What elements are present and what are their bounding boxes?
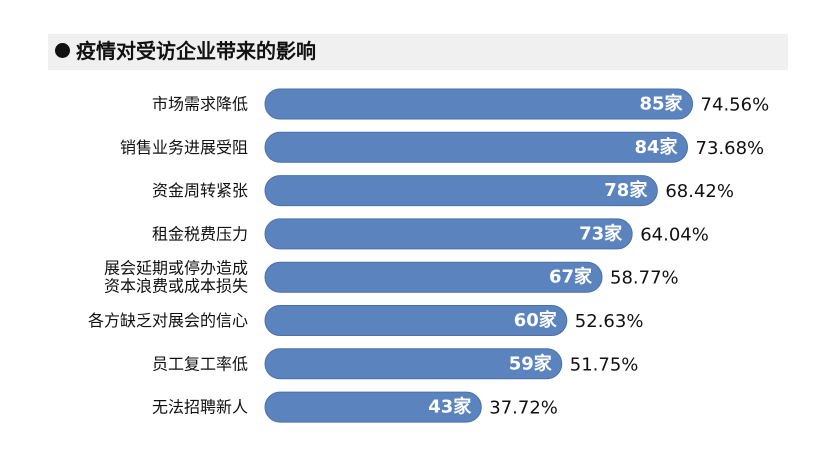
category-label: 无法招聘新人 (152, 398, 248, 417)
bar-value-label: 60家 (514, 309, 558, 331)
bar-value-label: 67家 (549, 266, 593, 288)
chart-title: 疫情对受访企业带来的影响 (76, 39, 316, 63)
title-bullet-icon (55, 43, 70, 58)
bar-percent-label: 68.42% (665, 181, 734, 202)
bar-value-label: 73家 (579, 222, 623, 244)
category-label: 市场需求降低 (152, 95, 248, 114)
title-band (48, 34, 788, 70)
bar-percent-label: 73.68% (696, 138, 765, 159)
bar-percent-label: 58.77% (610, 268, 679, 289)
category-label: 租金税费压力 (152, 224, 248, 243)
bar-percent-label: 51.75% (570, 354, 639, 375)
bar (264, 261, 603, 293)
bar-percent-label: 74.56% (701, 95, 770, 116)
category-label-line: 展会延期或停办造成 (104, 259, 248, 278)
bar-percent-label: 37.72% (489, 398, 558, 419)
bar-value-label: 85家 (639, 93, 683, 115)
bar (264, 391, 482, 423)
category-label: 各方缺乏对展会的信心 (88, 311, 248, 330)
bar (264, 175, 658, 207)
bar-percent-label: 52.63% (575, 311, 644, 332)
bar (264, 131, 689, 163)
category-label: 员工复工率低 (152, 354, 248, 373)
category-label: 资金周转紧张 (152, 181, 248, 200)
bar-value-label: 78家 (604, 179, 648, 201)
bar-value-label: 84家 (634, 136, 678, 158)
bar-value-label: 59家 (509, 352, 553, 374)
bar-value-label: 43家 (428, 396, 472, 418)
category-label: 销售业务进展受阻 (120, 138, 248, 157)
bar (264, 88, 694, 120)
bar (264, 305, 568, 336)
bar (264, 348, 563, 380)
category-label-line: 资本浪费或成本损失 (104, 277, 248, 296)
bar (264, 218, 633, 250)
bar-percent-label: 64.04% (640, 224, 709, 245)
